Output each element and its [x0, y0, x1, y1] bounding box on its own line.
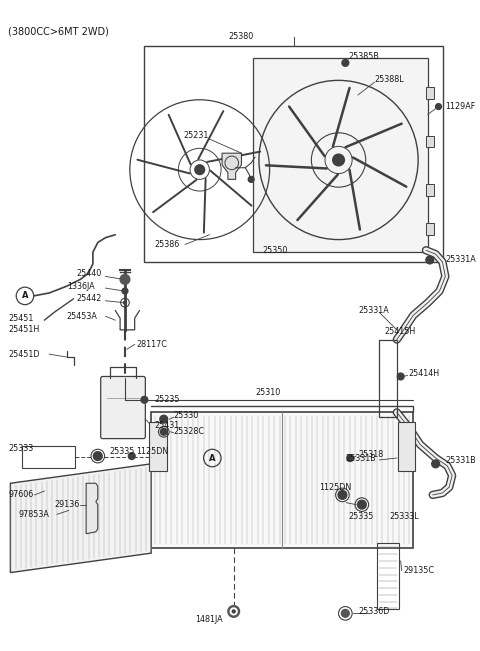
Text: 25333L: 25333L: [389, 512, 419, 521]
Bar: [426, 87, 434, 99]
Circle shape: [432, 460, 440, 467]
Text: 25331B: 25331B: [445, 456, 476, 465]
Text: (3800CC>6MT 2WD): (3800CC>6MT 2WD): [9, 27, 109, 37]
Text: 1481JA: 1481JA: [195, 615, 223, 624]
Circle shape: [338, 491, 347, 499]
Bar: [379, 340, 397, 417]
Polygon shape: [222, 153, 241, 180]
Circle shape: [122, 288, 128, 294]
Circle shape: [94, 452, 102, 460]
Text: 1336JA: 1336JA: [67, 282, 95, 291]
Text: 25440: 25440: [76, 269, 102, 278]
Text: 28117C: 28117C: [137, 340, 168, 349]
Bar: [426, 223, 434, 235]
Circle shape: [341, 609, 349, 617]
Text: 25388L: 25388L: [374, 75, 404, 84]
Circle shape: [333, 154, 344, 166]
Bar: [22, 447, 75, 467]
Text: 25415H: 25415H: [384, 327, 415, 337]
Text: 25333: 25333: [9, 444, 34, 453]
Text: 25331A: 25331A: [445, 255, 476, 264]
Text: 25451: 25451: [9, 314, 34, 323]
Text: 25335: 25335: [109, 447, 135, 456]
Text: 25414H: 25414H: [408, 369, 440, 378]
Text: A: A: [22, 292, 28, 300]
Circle shape: [141, 396, 148, 403]
Circle shape: [426, 256, 434, 264]
Bar: [253, 58, 428, 252]
Bar: [144, 46, 444, 262]
Circle shape: [123, 301, 126, 304]
Bar: [426, 184, 434, 196]
Text: 25331A: 25331A: [358, 306, 389, 315]
FancyBboxPatch shape: [101, 376, 145, 439]
Circle shape: [397, 373, 404, 380]
Polygon shape: [11, 464, 151, 573]
Bar: [398, 422, 415, 471]
Text: A: A: [209, 454, 216, 462]
Text: 25386: 25386: [154, 240, 180, 249]
Text: 25235: 25235: [154, 395, 180, 404]
Text: 25453A: 25453A: [67, 312, 97, 321]
Text: 29135C: 29135C: [404, 566, 434, 575]
Text: 25431: 25431: [154, 421, 180, 430]
Text: 25318: 25318: [358, 450, 383, 459]
Bar: [151, 412, 413, 548]
Circle shape: [228, 605, 240, 617]
Text: 25328C: 25328C: [173, 427, 204, 436]
Text: 25335: 25335: [348, 512, 373, 521]
Text: 25442: 25442: [76, 294, 102, 303]
Circle shape: [358, 500, 366, 509]
Text: 25330: 25330: [173, 411, 199, 420]
Circle shape: [436, 104, 442, 109]
Text: 1125DN: 1125DN: [137, 447, 169, 456]
Text: 25451D: 25451D: [9, 350, 40, 359]
Text: 1125DN: 1125DN: [319, 482, 351, 492]
Circle shape: [342, 59, 349, 66]
Text: 25336D: 25336D: [358, 607, 389, 616]
Text: 25331B: 25331B: [345, 454, 376, 462]
Circle shape: [195, 165, 204, 174]
Text: 25385B: 25385B: [348, 51, 379, 61]
Text: 97606: 97606: [9, 490, 34, 499]
Text: 97853A: 97853A: [18, 510, 49, 519]
Polygon shape: [86, 483, 98, 534]
Bar: [377, 544, 399, 609]
Circle shape: [160, 428, 167, 436]
Text: 1129AF: 1129AF: [445, 102, 476, 111]
Circle shape: [120, 275, 130, 284]
Circle shape: [128, 452, 135, 460]
Circle shape: [230, 608, 237, 615]
Circle shape: [160, 415, 168, 423]
Bar: [149, 422, 167, 471]
Text: 25380: 25380: [229, 32, 254, 41]
Text: 25231: 25231: [183, 132, 209, 140]
Circle shape: [232, 610, 235, 613]
Text: 25310: 25310: [255, 389, 280, 398]
Text: 25350: 25350: [263, 246, 288, 255]
Text: 25451H: 25451H: [9, 326, 40, 335]
Circle shape: [347, 454, 354, 462]
Text: 29136: 29136: [54, 500, 79, 509]
Circle shape: [248, 176, 254, 182]
Bar: [426, 135, 434, 147]
